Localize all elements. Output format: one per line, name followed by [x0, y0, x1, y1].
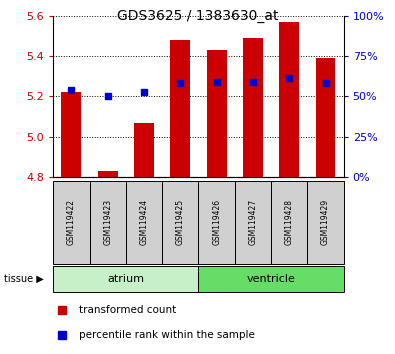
Text: GSM119429: GSM119429	[321, 199, 330, 245]
Bar	[162, 181, 199, 264]
Bar	[307, 181, 344, 264]
Bar	[90, 181, 126, 264]
Text: tissue ▶: tissue ▶	[4, 274, 44, 284]
Bar	[235, 181, 271, 264]
Text: GSM119426: GSM119426	[212, 199, 221, 245]
Text: percentile rank within the sample: percentile rank within the sample	[79, 330, 255, 339]
Text: transformed count: transformed count	[79, 305, 177, 315]
Bar	[126, 181, 162, 264]
Bar	[170, 40, 190, 177]
Text: GSM119427: GSM119427	[248, 199, 258, 245]
Text: GSM119425: GSM119425	[176, 199, 185, 245]
Text: GSM119423: GSM119423	[103, 199, 112, 245]
Bar	[271, 181, 307, 264]
Bar	[53, 266, 199, 292]
Bar	[243, 38, 263, 177]
Bar	[98, 171, 118, 177]
Text: GDS3625 / 1383630_at: GDS3625 / 1383630_at	[117, 9, 278, 23]
Bar	[134, 122, 154, 177]
Text: ventricle: ventricle	[246, 274, 295, 284]
Bar	[62, 92, 81, 177]
Bar	[53, 181, 90, 264]
Text: GSM119428: GSM119428	[285, 199, 294, 245]
Bar	[199, 266, 344, 292]
Text: GSM119424: GSM119424	[139, 199, 149, 245]
Bar	[279, 22, 299, 177]
Text: GSM119422: GSM119422	[67, 199, 76, 245]
Bar	[207, 50, 227, 177]
Bar	[316, 58, 335, 177]
Bar	[199, 181, 235, 264]
Text: atrium: atrium	[107, 274, 145, 284]
